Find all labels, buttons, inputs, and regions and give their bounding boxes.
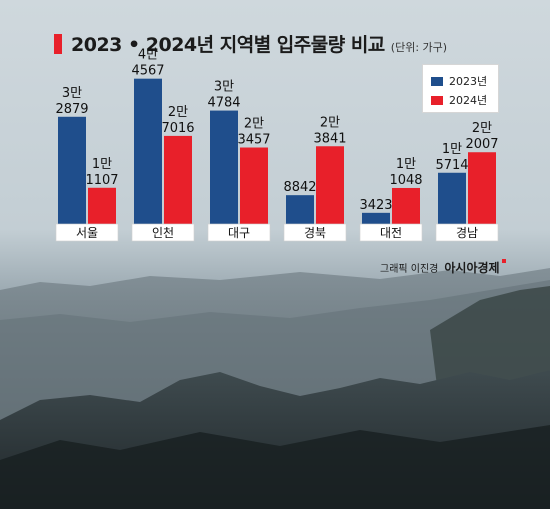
legend-swatch-2024 [431, 95, 443, 105]
data-label-2024-incheon-0: 2만 [168, 105, 188, 120]
legend-item-2024: 2024년 [431, 92, 487, 108]
data-label-2024-gyeongnam-1: 2007 [465, 137, 498, 152]
category-label-incheon: 인천 [152, 225, 174, 240]
bar-2023-gyeongnam [438, 172, 466, 224]
category-box-incheon [131, 223, 195, 242]
bar-2023-seoul [58, 116, 86, 224]
bar-2024-gyeongbuk [316, 146, 344, 224]
category-box-gyeongbuk [283, 223, 347, 242]
unit-label: (단위: 가구) [390, 41, 448, 54]
data-label-2023-seoul-1: 2879 [55, 102, 88, 117]
category-label-daegu: 대구 [228, 226, 250, 240]
bar-2024-daegu [240, 147, 268, 224]
category-box-daejeon [359, 223, 423, 242]
data-label-2024-daejeon-0: 1만 [396, 157, 416, 172]
data-label-2024-incheon-1: 7016 [161, 121, 194, 136]
category-label-gyeongbuk: 경북 [304, 226, 326, 240]
bar-2023-daejeon [362, 212, 390, 224]
bar-2024-seoul [88, 187, 116, 224]
category-box-gyeongnam [435, 223, 499, 242]
data-label-2023-daejeon-0: 3423 [359, 198, 392, 213]
category-label-gyeongnam: 경남 [456, 226, 478, 240]
legend-label-2023: 2023년 [449, 75, 488, 88]
data-label-2023-gyeongbuk-0: 8842 [283, 180, 316, 195]
data-label-2024-daegu-1: 3457 [237, 133, 270, 148]
bar-2024-gyeongnam [468, 152, 496, 224]
bar-2024-incheon [164, 135, 192, 224]
chart-title: 2023 • 2024년 지역별 입주물량 비교 [71, 34, 385, 56]
data-label-2023-gyeongnam-1: 5714 [435, 158, 468, 173]
graphic-credit: 그래픽 이진경 [380, 264, 439, 275]
bar-2024-daejeon [392, 187, 420, 224]
logo-accent-dot [501, 259, 506, 263]
data-label-2023-incheon-1: 4567 [131, 64, 164, 79]
data-label-2023-seoul-0: 3만 [62, 86, 82, 101]
data-label-2023-daegu-1: 4784 [207, 96, 240, 111]
category-box-daegu [207, 223, 271, 242]
data-label-2024-daejeon-1: 1048 [389, 173, 422, 188]
legend-swatch-2023 [431, 76, 443, 86]
legend-item-2023: 2023년 [431, 73, 487, 89]
data-label-2024-gyeongnam-0: 2만 [472, 121, 492, 136]
data-label-2023-incheon-0: 4만 [138, 48, 158, 63]
chart-title-block: 2023 • 2024년 지역별 입주물량 비교 (단위: 가구) [54, 30, 447, 57]
data-label-2024-gyeongbuk-0: 2만 [320, 115, 340, 130]
category-box-seoul [55, 223, 119, 242]
data-label-2024-seoul-1: 1107 [85, 173, 118, 188]
bar-2023-gyeongbuk [286, 195, 314, 224]
legend-label-2024: 2024년 [449, 94, 488, 107]
category-label-daejeon: 대전 [380, 226, 402, 240]
bar-2023-daegu [210, 110, 238, 224]
category-label-seoul: 서울 [76, 226, 98, 240]
data-label-2023-gyeongnam-0: 1만 [442, 142, 462, 157]
publisher-logo: 아시아경제 [444, 261, 500, 275]
data-label-2023-daegu-0: 3만 [214, 80, 234, 95]
legend: 2023년 2024년 [422, 64, 499, 113]
data-label-2024-gyeongbuk-1: 3841 [313, 131, 346, 146]
credit-line: 그래픽 이진경 아시아경제 [380, 259, 506, 276]
data-label-2024-seoul-0: 1만 [92, 157, 112, 172]
bar-2023-incheon [134, 78, 162, 225]
title-accent-bar [54, 33, 62, 54]
data-label-2024-daegu-0: 2만 [244, 117, 264, 132]
